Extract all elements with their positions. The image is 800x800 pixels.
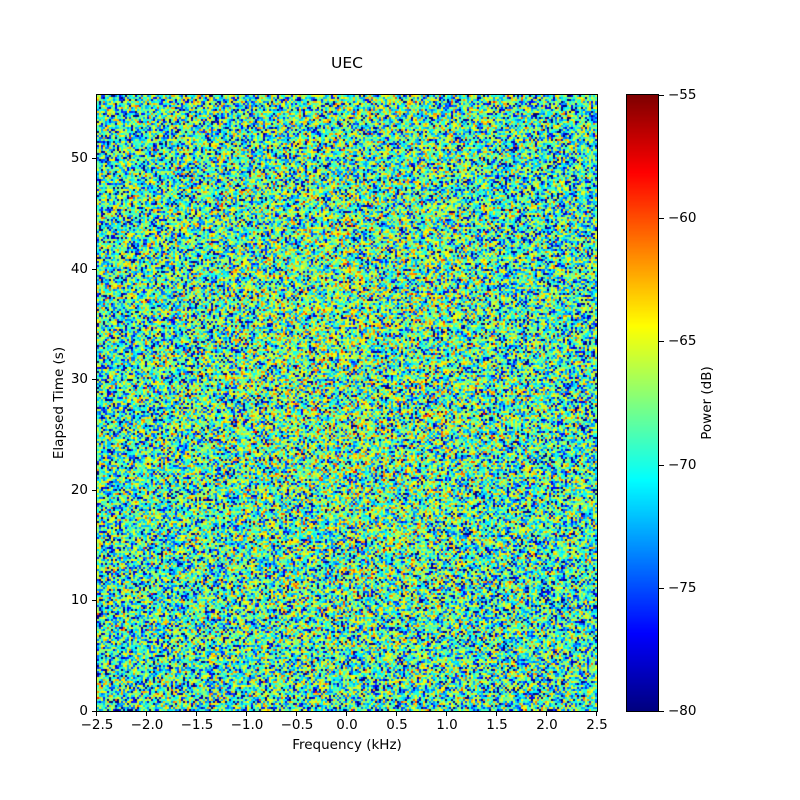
y-tick-mark	[92, 269, 96, 270]
x-axis-label: Frequency (kHz)	[292, 737, 402, 753]
x-tick-label: 1.0	[436, 717, 458, 733]
y-tick-mark	[92, 711, 96, 712]
y-tick-mark	[92, 379, 96, 380]
x-tick-label: 0.5	[386, 717, 408, 733]
x-tick-mark	[546, 712, 547, 716]
y-tick-label: 20	[70, 482, 88, 498]
colorbar-tick-mark	[659, 465, 664, 466]
x-tick-label: −1.0	[230, 717, 264, 733]
y-tick-mark	[92, 158, 96, 159]
colorbar-canvas	[627, 95, 658, 711]
y-tick-label: 40	[70, 261, 88, 277]
x-tick-label: −2.5	[80, 717, 114, 733]
y-tick-mark	[92, 490, 96, 491]
title-line-station: UEC	[331, 54, 363, 72]
x-tick-mark	[596, 712, 597, 716]
y-tick-label: 10	[70, 592, 88, 608]
x-tick-label: −0.5	[280, 717, 314, 733]
x-tick-mark	[96, 712, 97, 716]
colorbar-label: Power (dB)	[699, 366, 715, 440]
y-tick-label: 0	[79, 703, 88, 719]
colorbar-tick-label: −55	[668, 87, 697, 103]
x-tick-mark	[246, 712, 247, 716]
spectrogram-plot	[96, 94, 598, 712]
colorbar-tick-label: −75	[668, 580, 697, 596]
y-tick-label: 50	[70, 150, 88, 166]
x-tick-label: 2.5	[586, 717, 608, 733]
x-tick-label: −2.0	[130, 717, 164, 733]
spectrogram-canvas	[97, 95, 597, 711]
x-tick-mark	[446, 712, 447, 716]
x-tick-mark	[346, 712, 347, 716]
y-axis-label: Elapsed Time (s)	[51, 346, 67, 460]
x-tick-label: 1.5	[486, 717, 508, 733]
colorbar-tick-mark	[659, 341, 664, 342]
x-tick-mark	[496, 712, 497, 716]
colorbar-tick-label: −80	[668, 703, 697, 719]
colorbar-tick-mark	[659, 711, 664, 712]
x-tick-mark	[146, 712, 147, 716]
x-tick-label: 0.0	[336, 717, 358, 733]
colorbar	[626, 94, 659, 712]
x-tick-mark	[296, 712, 297, 716]
x-tick-mark	[196, 712, 197, 716]
colorbar-tick-label: −65	[668, 333, 697, 349]
colorbar-tick-mark	[659, 218, 664, 219]
y-tick-mark	[92, 600, 96, 601]
colorbar-tick-mark	[659, 95, 664, 96]
x-tick-mark	[396, 712, 397, 716]
colorbar-tick-label: −60	[668, 210, 697, 226]
x-tick-label: 2.0	[536, 717, 558, 733]
colorbar-tick-mark	[659, 588, 664, 589]
x-tick-label: −1.5	[180, 717, 214, 733]
colorbar-tick-label: −70	[668, 457, 697, 473]
y-tick-label: 30	[70, 371, 88, 387]
